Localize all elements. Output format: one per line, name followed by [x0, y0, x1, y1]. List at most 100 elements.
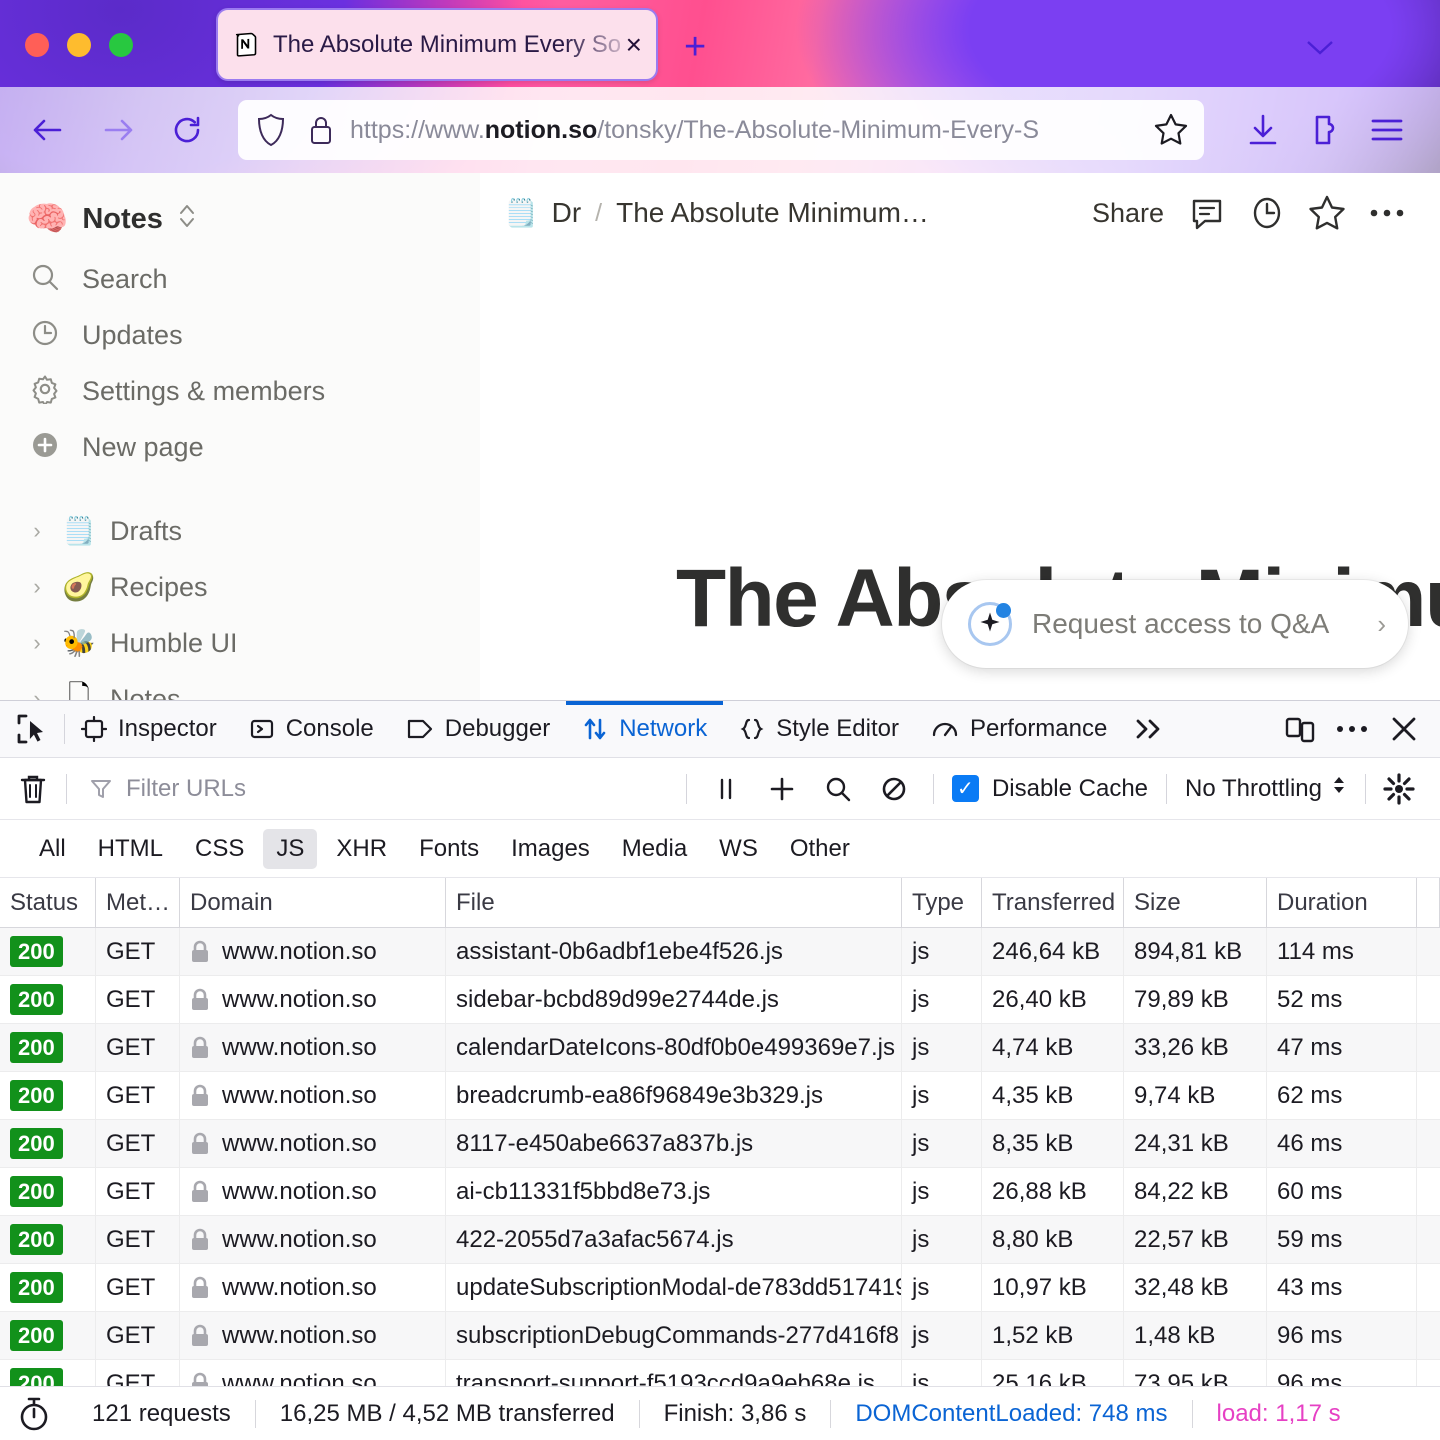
- chevron-right-icon[interactable]: ›: [33, 574, 41, 599]
- request-access-qa-pill[interactable]: Request access to Q&A ›: [942, 580, 1408, 668]
- tab-performance[interactable]: Performance: [915, 701, 1123, 758]
- share-button[interactable]: Share: [1091, 197, 1164, 228]
- responsive-design-mode-icon[interactable]: [1274, 701, 1326, 758]
- status-badge: 200: [10, 1175, 63, 1208]
- hamburger-menu-icon[interactable]: [1362, 105, 1412, 155]
- back-arrow-icon[interactable]: [22, 105, 72, 155]
- browser-tab[interactable]: The Absolute Minimum Every So ×: [216, 8, 658, 81]
- column-header-file[interactable]: File: [446, 878, 902, 927]
- tab-network[interactable]: Network: [566, 700, 724, 758]
- throttling-select[interactable]: No Throttling: [1167, 773, 1365, 804]
- cell-status: 200: [0, 1072, 96, 1119]
- type-filter-other[interactable]: Other: [789, 834, 850, 862]
- element-picker-icon[interactable]: [0, 701, 64, 758]
- url-text[interactable]: https://www.notion.so/tonsky/The-Absolut…: [350, 115, 1040, 144]
- column-header-duration[interactable]: Duration: [1267, 878, 1417, 927]
- type-filter-css[interactable]: CSS: [195, 834, 245, 862]
- chevron-updown-icon: [177, 201, 197, 237]
- chevron-right-icon[interactable]: ›: [33, 518, 41, 543]
- sidebar-section-humble-ui[interactable]: › 🐝 Humble UI: [0, 615, 480, 671]
- url-bar[interactable]: https://www.notion.so/tonsky/The-Absolut…: [238, 100, 1204, 160]
- sidebar-item-updates[interactable]: Updates: [0, 307, 480, 363]
- column-header-type[interactable]: Type: [902, 878, 982, 927]
- column-header-status[interactable]: Status: [0, 878, 96, 927]
- filter-urls-input[interactable]: Filter URLs: [67, 775, 686, 803]
- column-header-waterfall[interactable]: 0: [1417, 878, 1440, 927]
- table-row[interactable]: 200 GET www.notion.so subscriptionDebugComm…: [0, 1312, 1440, 1360]
- chevron-updown-icon: [1331, 773, 1347, 804]
- new-tab-button[interactable]: +: [684, 26, 707, 68]
- table-row[interactable]: 200 GET www.notion.so updateSubscriptionMod…: [0, 1264, 1440, 1312]
- maximize-window-button[interactable]: [109, 33, 133, 57]
- sidebar-item-search[interactable]: Search: [0, 251, 480, 307]
- plus-icon[interactable]: [757, 764, 807, 814]
- lock-icon: [192, 1180, 208, 1202]
- cell-domain: www.notion.so: [180, 1072, 446, 1119]
- cell-file: 422-2055d7a3afac5674.js: [446, 1216, 902, 1263]
- tab-inspector[interactable]: Inspector: [65, 701, 233, 758]
- table-row[interactable]: 200 GET www.notion.so sidebar-bcbd89d99e274…: [0, 976, 1440, 1024]
- table-row[interactable]: 200 GET www.notion.so calendarDateIcons-80d…: [0, 1024, 1440, 1072]
- column-header-method[interactable]: Met…: [96, 878, 180, 927]
- type-filter-xhr[interactable]: XHR: [336, 834, 388, 862]
- column-header-transferred[interactable]: Transferred: [982, 878, 1124, 927]
- cell-domain: www.notion.so: [180, 1264, 446, 1311]
- disable-cache-checkbox[interactable]: ✓ Disable Cache: [934, 775, 1166, 803]
- block-icon[interactable]: [869, 764, 919, 814]
- table-row[interactable]: 200 GET www.notion.so 8117-e450abe6637a837b…: [0, 1120, 1440, 1168]
- reload-icon[interactable]: [162, 105, 212, 155]
- type-filter-ws[interactable]: WS: [719, 834, 758, 862]
- column-header-domain[interactable]: Domain: [180, 878, 446, 927]
- shield-icon[interactable]: [256, 113, 286, 147]
- cell-waterfall: 5: [1417, 1216, 1440, 1263]
- column-header-size[interactable]: Size: [1124, 878, 1267, 927]
- tab-debugger[interactable]: Debugger: [390, 701, 566, 758]
- workspace-switcher[interactable]: 🧠 Notes: [0, 173, 480, 239]
- minimize-window-button[interactable]: [67, 33, 91, 57]
- sidebar-item-new-page[interactable]: New page: [0, 419, 480, 475]
- table-row[interactable]: 200 GET www.notion.so ai-cb11331f5bbd8e73.j…: [0, 1168, 1440, 1216]
- sidebar-section-recipes[interactable]: › 🥑 Recipes: [0, 559, 480, 615]
- pause-icon[interactable]: [701, 764, 751, 814]
- breadcrumb-current[interactable]: The Absolute Minimum…: [616, 197, 929, 228]
- table-row[interactable]: 200 GET www.notion.so 422-2055d7a3afac5674.…: [0, 1216, 1440, 1264]
- cell-waterfall: 5: [1417, 976, 1440, 1023]
- extensions-icon[interactable]: [1300, 105, 1350, 155]
- chevron-right-icon[interactable]: ›: [33, 686, 41, 700]
- chevron-down-icon[interactable]: [1305, 32, 1335, 63]
- type-filter-all[interactable]: All: [39, 834, 66, 862]
- checkbox-box[interactable]: ✓: [951, 775, 979, 802]
- download-icon[interactable]: [1238, 105, 1288, 155]
- type-filter-media[interactable]: Media: [621, 834, 688, 862]
- network-settings-gear-icon[interactable]: [1366, 758, 1432, 820]
- sidebar-section-notes[interactable]: › 🗋 Notes: [0, 671, 480, 700]
- close-window-button[interactable]: [25, 33, 49, 57]
- more-options-icon[interactable]: [1364, 190, 1410, 236]
- search-icon[interactable]: [813, 764, 863, 814]
- history-icon[interactable]: [1244, 190, 1290, 236]
- star-icon[interactable]: [1152, 111, 1190, 149]
- table-row[interactable]: 200 GET www.notion.so assistant-0b6adbf1ebe…: [0, 928, 1440, 976]
- tab-style-editor[interactable]: Style Editor: [723, 701, 915, 758]
- breadcrumb-parent[interactable]: Dr: [551, 197, 582, 228]
- tab-label: Inspector: [118, 715, 217, 742]
- tab-console[interactable]: Console: [233, 701, 390, 758]
- lock-icon[interactable]: [308, 114, 334, 146]
- clear-requests-icon[interactable]: [0, 758, 66, 820]
- devtools-more-icon[interactable]: [1326, 701, 1378, 758]
- type-filter-fonts[interactable]: Fonts: [419, 834, 480, 862]
- sidebar-section-drafts[interactable]: › 🗒️ Drafts: [0, 503, 480, 559]
- type-filter-html[interactable]: HTML: [97, 834, 164, 862]
- sidebar-item-settings[interactable]: Settings & members: [0, 363, 480, 419]
- cell-method: GET: [96, 1312, 180, 1359]
- favorite-star-icon[interactable]: [1304, 190, 1350, 236]
- devtools-overflow-icon[interactable]: [1123, 701, 1175, 758]
- devtools-close-icon[interactable]: [1378, 701, 1430, 758]
- type-filter-js[interactable]: JS: [263, 828, 318, 869]
- close-tab-button[interactable]: ×: [625, 28, 642, 60]
- forward-arrow-icon[interactable]: [94, 105, 144, 155]
- chevron-right-icon[interactable]: ›: [33, 630, 41, 655]
- comment-icon[interactable]: [1184, 190, 1230, 236]
- table-row[interactable]: 200 GET www.notion.so breadcrumb-ea86f96849…: [0, 1072, 1440, 1120]
- type-filter-images[interactable]: Images: [511, 834, 590, 862]
